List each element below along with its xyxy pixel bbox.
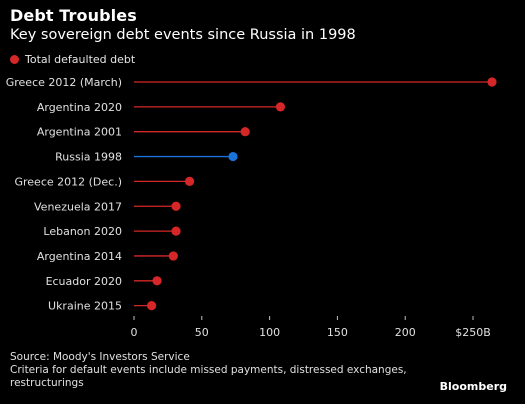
legend-dot-icon [10,55,19,64]
x-tick-label: 150 [327,326,348,339]
bloomberg-logo: Bloomberg [439,380,507,393]
criteria-note: Criteria for default events include miss… [10,364,407,389]
category-label: Ecuador 2020 [46,275,122,288]
category-label: Greece 2012 (March) [6,76,122,89]
x-tick-label: $250B [455,326,491,339]
category-label: Argentina 2001 [37,126,122,139]
chart-subtitle: Key sovereign debt events since Russia i… [10,27,356,43]
x-tick-label: 100 [259,326,280,339]
lollipop-dot [171,201,181,211]
lollipop-dot [147,301,157,311]
category-label: Lebanon 2020 [43,225,122,238]
lollipop-dot [168,251,178,261]
footer: Source: Moody's Investors Service Criter… [10,351,410,390]
chart-title: Debt Troubles [10,6,137,25]
lollipop-dot [487,77,497,87]
category-label: Argentina 2020 [37,101,122,114]
category-label: Russia 1998 [55,151,122,164]
lollipop-dot [275,102,286,112]
lollipop-chart: Greece 2012 (March) Argentina 2020 Argenti… [6,76,497,339]
lollipop-dot [228,151,238,162]
lollipop-dot [184,176,195,186]
x-tick-label: 0 [131,326,138,339]
legend: Total defaulted debt [10,53,135,66]
lollipop-dot [152,276,162,286]
x-tick-label: 200 [395,326,416,339]
category-label: Greece 2012 (Dec.) [14,175,122,188]
category-label: Venezuela 2017 [34,200,122,213]
source-note: Source: Moody's Investors Service [10,351,190,363]
x-tick-label: 50 [195,326,209,339]
lollipop-dot [171,226,181,236]
category-label: Argentina 2014 [37,250,122,263]
legend-label: Total defaulted debt [25,53,136,66]
category-label: Ukraine 2015 [48,300,122,313]
lollipop-dot [240,127,250,137]
